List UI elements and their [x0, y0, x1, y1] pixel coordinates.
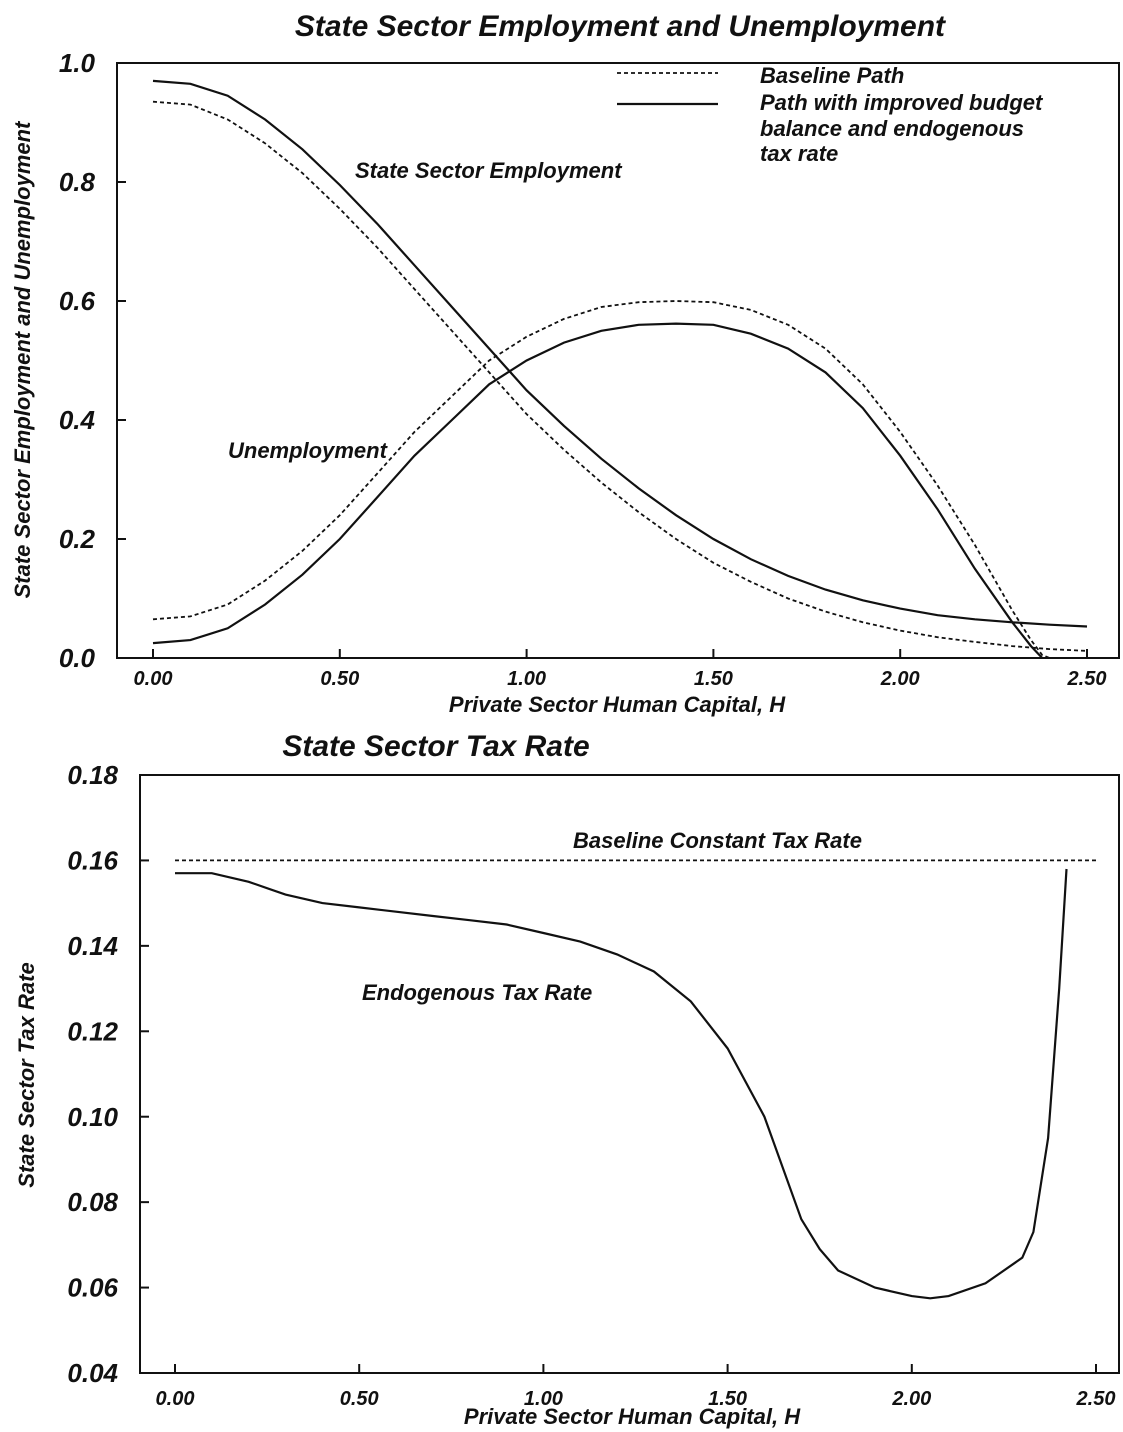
- tax-rate-x-axis-label: Private Sector Human Capital, H: [464, 1404, 801, 1429]
- tax-rate-y-tick-label-7: 0.18: [67, 760, 118, 790]
- employment-x-tick-label-0: 0.00: [134, 668, 173, 690]
- tax-rate-y-axis-label: State Sector Tax Rate: [14, 962, 39, 1187]
- employment-line-unemployment-solid-3: [152, 322, 1044, 659]
- legend-baseline-label: Baseline Path: [760, 63, 904, 88]
- employment-x-axis-label: Private Sector Human Capital, H: [449, 692, 786, 717]
- tax-rate-x-tick-label-4: 2.00: [891, 1388, 931, 1410]
- legend-improved-label-line-1: Path with improved budget: [760, 90, 1044, 115]
- tax-rate-x-tick-label-2: 1.00: [524, 1388, 563, 1410]
- employment-y-tick-label-1: 0.2: [59, 524, 96, 554]
- annotation-state-sector-employment: State Sector Employment: [355, 158, 623, 183]
- tax-rate-y-tick-label-2: 0.08: [67, 1187, 118, 1217]
- employment-y-tick-label-2: 0.4: [59, 405, 96, 435]
- employment-x-tick-label-1: 0.50: [320, 668, 359, 690]
- tax-rate-line-endogenous-tax-rate-solid-1: [175, 868, 1068, 1300]
- employment-chart-title: State Sector Employment and Unemployment: [295, 10, 947, 43]
- annotation-unemployment: Unemployment: [228, 438, 389, 463]
- employment-legend: Baseline Path Path with improved budget …: [617, 63, 1044, 166]
- employment-line-unemployment-dashed-2: [152, 300, 1050, 659]
- tax-rate-x-tick-label-3: 1.50: [708, 1388, 747, 1410]
- tax-rate-axis-ticks: 0.00 0.50 1.00 1.50 2.00 2.50 0.04 0.06 0.08 0.10…: [67, 760, 1115, 1410]
- tax-rate-x-tick-label-0: 0.00: [156, 1388, 195, 1410]
- employment-y-tick-label-0: 0.0: [59, 643, 96, 673]
- employment-x-tick-label-2: 1.00: [507, 668, 546, 690]
- employment-y-tick-label-3: 0.6: [59, 286, 96, 316]
- employment-series-lines: [152, 79, 1088, 659]
- tax-rate-y-tick-label-0: 0.04: [67, 1358, 118, 1388]
- employment-y-tick-label-5: 1.0: [59, 48, 96, 78]
- tax-rate-x-tick-label-1: 0.50: [340, 1388, 379, 1410]
- employment-axis-ticks: 0.00 0.50 1.00 1.50 2.00 2.50 0.0 0.2 0.4 0.6 0.8 1…: [59, 48, 1107, 690]
- tax-rate-y-tick-label-5: 0.14: [67, 931, 118, 961]
- employment-plot-frame: [116, 62, 1120, 659]
- tax-rate-y-tick-label-6: 0.16: [67, 846, 118, 876]
- tax-rate-chart-title: State Sector Tax Rate: [282, 730, 589, 763]
- employment-line-state-sector-employment-dashed-0: [152, 100, 1088, 652]
- legend-improved-label-line-3: tax rate: [760, 141, 838, 166]
- tax-rate-plot-frame: [139, 774, 1120, 1374]
- annotation-baseline-constant-tax-rate: Baseline Constant Tax Rate: [573, 828, 862, 853]
- employment-y-tick-label-4: 0.8: [59, 167, 96, 197]
- employment-y-axis-label: State Sector Employment and Unemployment: [10, 120, 35, 598]
- tax-rate-chart: State Sector Tax Rate 0.00 0.50 1.00 1.50 2.…: [14, 730, 1120, 1429]
- tax-rate-y-tick-label-3: 0.10: [67, 1102, 118, 1132]
- employment-x-tick-label-4: 2.00: [880, 668, 920, 690]
- tax-rate-x-tick-label-5: 2.50: [1076, 1388, 1116, 1410]
- tax-rate-series-lines: [175, 859, 1096, 1300]
- tax-rate-y-tick-label-1: 0.06: [67, 1273, 118, 1303]
- employment-line-state-sector-employment-solid-1: [152, 79, 1088, 628]
- employment-chart: State Sector Employment and Unemployment…: [10, 10, 1120, 717]
- employment-x-tick-label-5: 2.50: [1067, 668, 1107, 690]
- employment-x-tick-label-3: 1.50: [694, 668, 733, 690]
- tax-rate-y-tick-label-4: 0.12: [67, 1016, 118, 1046]
- legend-improved-label-line-2: balance and endogenous: [760, 116, 1024, 141]
- annotation-endogenous-tax-rate: Endogenous Tax Rate: [362, 980, 592, 1005]
